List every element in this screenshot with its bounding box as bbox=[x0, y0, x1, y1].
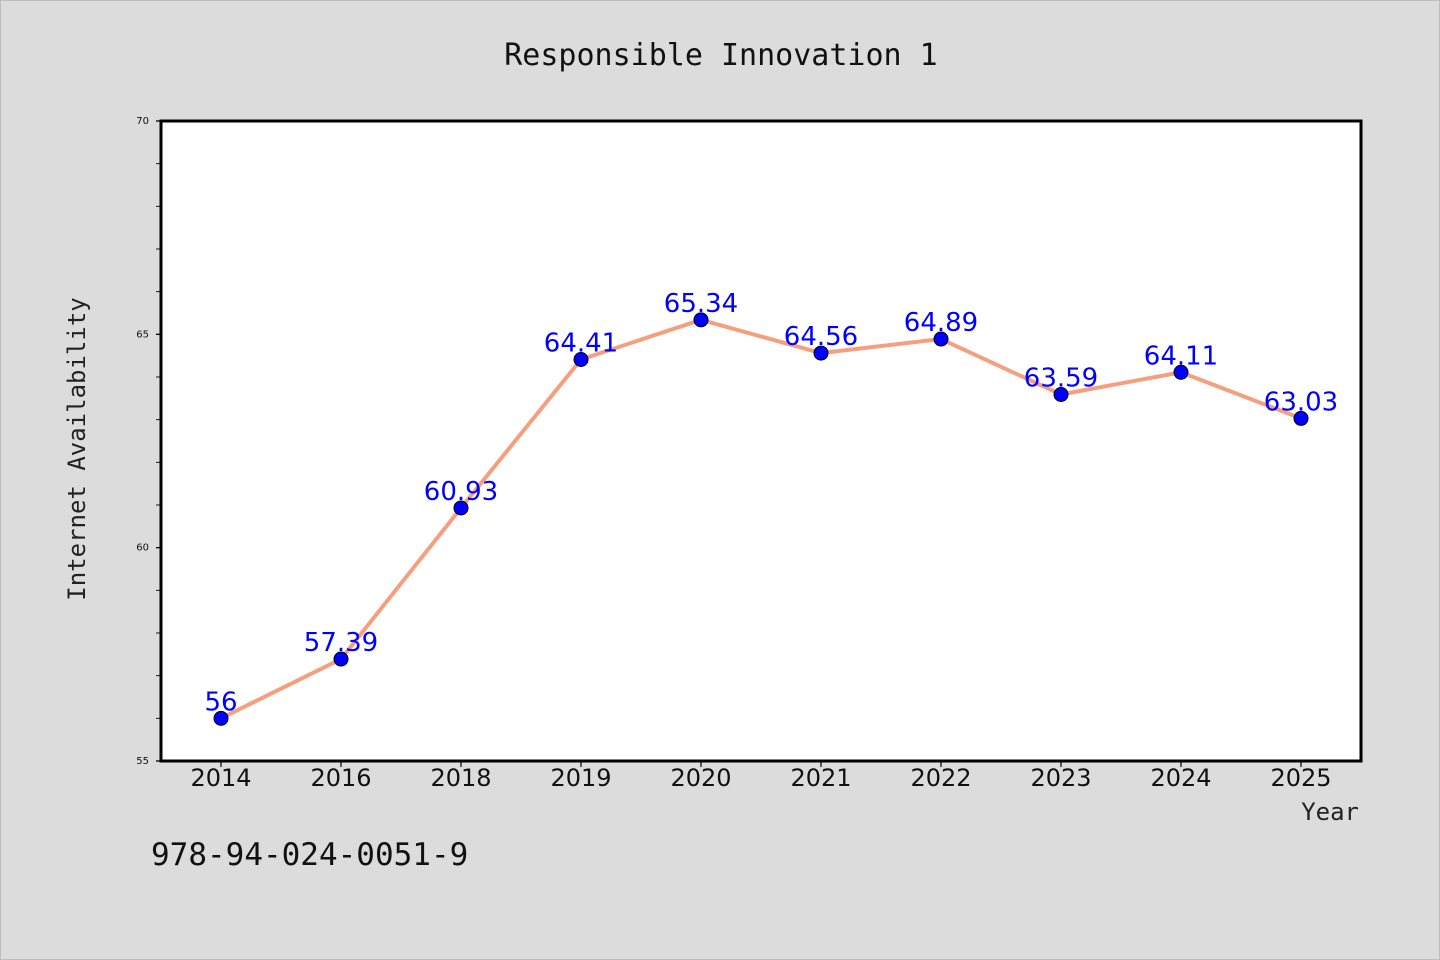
data-label: 57.39 bbox=[304, 628, 378, 658]
data-markers bbox=[213, 312, 1309, 726]
y-axis-ticks: 55 60 65 70 bbox=[136, 116, 161, 767]
x-tick-label: 2023 bbox=[1030, 764, 1091, 792]
data-point bbox=[693, 312, 709, 328]
x-axis-ticks: 2014 2016 2018 2019 2020 2021 2022 2023 2024 2025 bbox=[190, 761, 1332, 792]
x-tick-label: 2018 bbox=[430, 764, 491, 792]
data-label: 64.41 bbox=[544, 329, 618, 359]
series-line bbox=[219, 317, 1303, 721]
data-point bbox=[813, 345, 829, 361]
data-point bbox=[933, 331, 949, 347]
x-tick-label: 2021 bbox=[790, 764, 851, 792]
y-tick-label: 55 bbox=[136, 756, 149, 767]
plot-area bbox=[159, 119, 1363, 763]
y-tick-label: 60 bbox=[136, 543, 149, 554]
x-tick-label: 2019 bbox=[550, 764, 611, 792]
x-tick-label: 2014 bbox=[190, 764, 251, 792]
data-point bbox=[333, 651, 349, 667]
data-point bbox=[1173, 364, 1189, 380]
data-label: 64.11 bbox=[1144, 341, 1218, 371]
data-point bbox=[573, 352, 589, 368]
data-point bbox=[1053, 386, 1069, 402]
x-tick-label: 2020 bbox=[670, 764, 731, 792]
data-label: 56 bbox=[204, 687, 237, 717]
data-label: 63.03 bbox=[1264, 387, 1338, 417]
y-tick-label: 70 bbox=[136, 116, 149, 127]
chart-title: Responsible Innovation 1 bbox=[504, 38, 937, 73]
data-label: 63.59 bbox=[1024, 363, 1098, 393]
y-axis-label: Internet Availability bbox=[63, 297, 91, 600]
x-axis-label: Year bbox=[1301, 798, 1359, 826]
series-line-group bbox=[219, 317, 1303, 721]
data-label: 60.93 bbox=[424, 477, 498, 507]
data-labels: 56 57.39 60.93 64.41 65.34 64.56 64.89 63.59 64.… bbox=[204, 289, 1338, 718]
data-label: 64.56 bbox=[784, 322, 858, 352]
data-label: 64.89 bbox=[904, 308, 978, 338]
isbn-code: 978-94-024-0051-9 bbox=[151, 837, 468, 873]
x-tick-label: 2025 bbox=[1270, 764, 1331, 792]
x-tick-label: 2024 bbox=[1150, 764, 1211, 792]
data-point bbox=[213, 710, 229, 726]
x-tick-label: 2022 bbox=[910, 764, 971, 792]
x-tick-label: 2016 bbox=[310, 764, 371, 792]
data-point bbox=[1293, 410, 1309, 426]
data-point bbox=[453, 500, 469, 516]
y-tick-label: 65 bbox=[136, 329, 149, 340]
data-label: 65.34 bbox=[664, 289, 738, 319]
